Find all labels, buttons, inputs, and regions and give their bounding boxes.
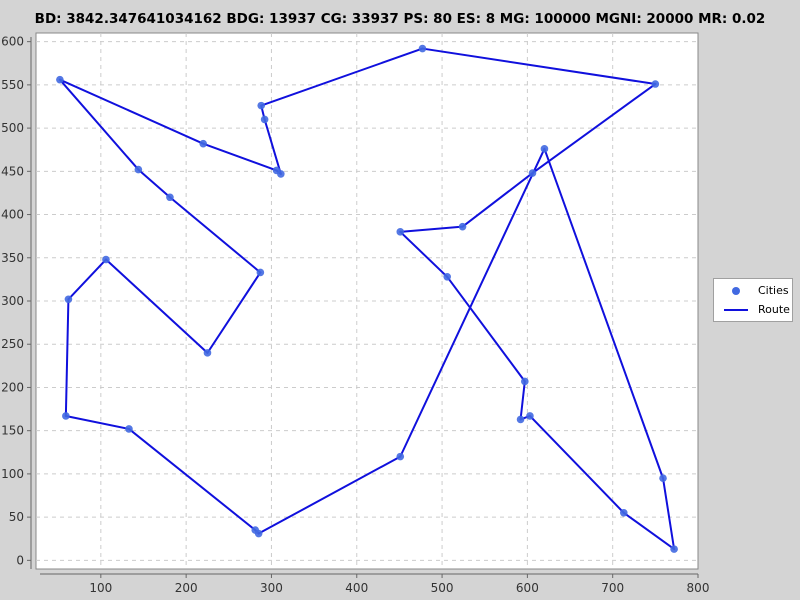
route-segment [257, 455, 402, 535]
legend-item-cities: Cities [714, 283, 794, 299]
route-segment [528, 414, 625, 514]
city-point [516, 415, 525, 424]
x-tick-label: 500 [431, 581, 454, 595]
city-point [670, 545, 678, 553]
city-point [125, 425, 133, 433]
legend-item-route: Route [714, 302, 794, 318]
route-segment [531, 83, 657, 175]
route-segment [64, 298, 70, 417]
x-tick-label: 700 [601, 581, 624, 595]
legend-label-route: Route [758, 303, 790, 316]
city-point [166, 193, 174, 202]
y-tick-label: 250 [1, 337, 24, 351]
route-segment [461, 172, 534, 228]
y-tick-label: 600 [1, 35, 24, 49]
city-point [199, 139, 208, 148]
cities-layer [56, 44, 678, 553]
y-tick-label: 400 [1, 208, 24, 222]
city-point [260, 115, 269, 124]
route-segment [58, 78, 205, 145]
x-tick-label: 600 [516, 581, 539, 595]
chart-title: BD: 3842.347641034162 BDG: 13937 CG: 339… [34, 11, 766, 27]
city-point [418, 44, 427, 53]
city-point [256, 268, 265, 277]
route-segment [137, 168, 171, 199]
x-tick-label: 400 [345, 581, 368, 595]
x-tick-label: 200 [175, 581, 198, 595]
y-tick-label: 0 [16, 553, 24, 567]
y-tick-label: 150 [1, 424, 24, 438]
y-tick-label: 500 [1, 121, 24, 135]
grid [36, 33, 698, 569]
route-segment [399, 147, 546, 458]
x-tick-label: 800 [687, 581, 710, 595]
y-tick-label: 350 [1, 251, 24, 265]
y-tick-label: 200 [1, 380, 24, 394]
city-point [528, 169, 537, 177]
route-segment [168, 196, 262, 274]
city-point [203, 349, 212, 357]
y-tick-label: 550 [1, 78, 24, 92]
x-axis: 100 200 300 400 500 600 700 800 [40, 573, 710, 595]
y-tick-label: 50 [9, 510, 24, 524]
city-point [396, 228, 405, 236]
route-segment [202, 142, 278, 172]
route-line-icon [724, 309, 748, 311]
city-point [56, 75, 64, 84]
route-segment [543, 147, 665, 480]
city-point [62, 412, 70, 420]
cities-marker-icon [732, 287, 740, 295]
city-point [443, 272, 451, 281]
city-point [651, 80, 660, 88]
y-tick-label: 300 [1, 294, 24, 308]
city-point [526, 412, 534, 420]
route-segment [64, 414, 130, 430]
y-tick-label: 450 [1, 164, 24, 178]
route-segment [399, 230, 449, 278]
route-segment [58, 78, 140, 171]
y-axis: 0 50 100 150 200 250 300 350 400 450 500 550 600 [1, 35, 32, 569]
route-segment [104, 258, 209, 354]
route-segment [260, 47, 424, 107]
x-tick-label: 100 [89, 581, 112, 595]
city-point [251, 526, 260, 534]
route-segment [399, 225, 464, 233]
city-point [521, 377, 529, 386]
city-point [277, 170, 285, 178]
city-point [540, 145, 549, 153]
x-tick-label: 300 [260, 581, 283, 595]
route-segment [127, 427, 257, 532]
route-segment [263, 118, 282, 175]
route-segment [67, 258, 107, 301]
city-point [458, 222, 467, 231]
city-point [396, 452, 405, 461]
legend-label-cities: Cities [758, 284, 789, 297]
route-segment [446, 275, 526, 383]
route-segment [206, 271, 262, 354]
city-point [134, 165, 143, 174]
city-point [659, 474, 667, 483]
route-segment [622, 511, 676, 551]
route-segment [421, 47, 657, 86]
city-point [64, 295, 73, 304]
city-point [619, 509, 628, 517]
route-segment [662, 477, 676, 551]
city-point [102, 255, 110, 264]
route-segment [519, 380, 526, 421]
city-point [257, 101, 266, 110]
y-tick-label: 100 [1, 467, 24, 481]
legend: Cities Route [713, 278, 793, 322]
